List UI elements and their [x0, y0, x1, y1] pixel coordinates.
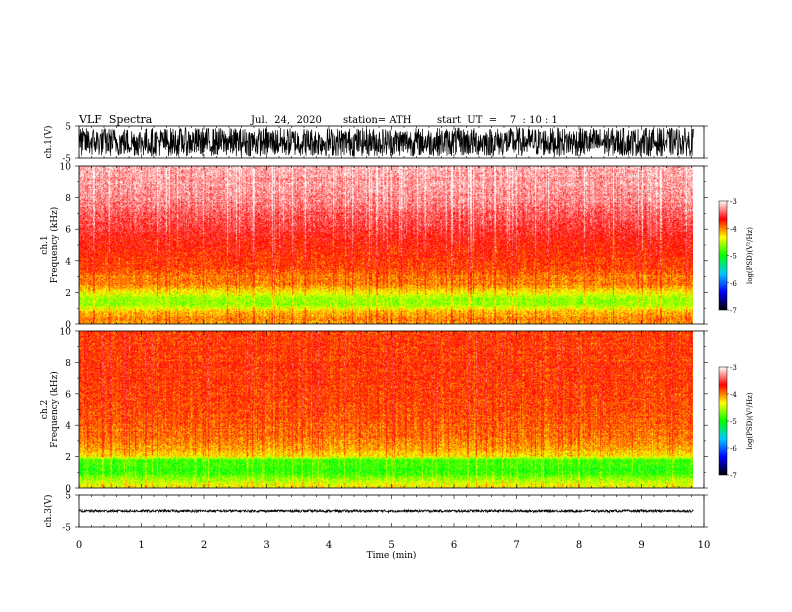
ch1-spectrogram-ylabel: ch.1	[40, 235, 50, 254]
ch2-spectrogram-ylabel: ch.2	[40, 400, 50, 419]
x-tick-label: 2	[201, 540, 207, 551]
x-tick-label: 10	[698, 540, 711, 551]
ch2-spectrogram-ylabel: Frequency (kHz)	[49, 371, 60, 448]
colorbar-tick-label: -7	[730, 472, 737, 480]
x-tick-label: 0	[76, 540, 82, 551]
ch1-spectrogram-image	[79, 166, 693, 324]
ch3-waveform-line	[78, 508, 694, 514]
colorbar-2	[718, 366, 728, 476]
x-tick-label: 7	[513, 540, 519, 551]
y-tick-label: 5	[65, 492, 71, 502]
plot-layer	[78, 126, 694, 514]
x-tick-label: 5	[388, 540, 394, 551]
colorbar-label: log(PSD)(V²/Hz)	[746, 227, 754, 284]
y-tick-label: 4	[65, 257, 71, 267]
x-tick-label: 1	[138, 540, 144, 551]
station-label: station= ATH	[343, 115, 412, 126]
y-tick-label: 0	[65, 321, 71, 331]
colorbar-tick-label: -4	[730, 225, 737, 233]
y-tick-label: 2	[65, 453, 71, 463]
y-tick-label: 6	[65, 226, 71, 236]
y-tick-label: 10	[60, 163, 72, 173]
colorbar-tick-label: -3	[730, 198, 737, 206]
x-tick-label: 9	[638, 540, 644, 551]
y-tick-label: -5	[62, 524, 71, 534]
ch1-waveform-ylabel: ch.1(V)	[43, 126, 54, 159]
y-tick-label: 8	[65, 194, 71, 204]
x-tick-label: 4	[326, 540, 332, 551]
x-tick-label: 8	[576, 540, 582, 551]
y-tick-label: -5	[62, 155, 71, 165]
ch1-waveform-line	[78, 126, 694, 157]
colorbar-tick-label: -3	[730, 364, 737, 372]
colorbar-tick-label: -4	[730, 391, 737, 399]
y-tick-label: 0	[65, 485, 71, 495]
x-tick-label: 3	[263, 540, 269, 551]
y-tick-label: 4	[65, 422, 71, 432]
colorbar-tick-label: -7	[730, 307, 737, 315]
figure-title: VLF Spectra	[79, 113, 153, 126]
colorbar-1	[718, 200, 728, 311]
date-label: Jul. 24, 2020	[251, 115, 322, 126]
y-tick-label: 10	[60, 328, 72, 338]
colorbar-tick-label: -5	[730, 418, 737, 426]
colorbar-tick-label: -5	[730, 253, 737, 261]
ch2-spectrogram-image	[79, 331, 693, 488]
y-tick-label: 6	[65, 390, 71, 400]
ch1-spectrogram-ylabel: Frequency (kHz)	[49, 207, 60, 284]
ch3-waveform-ylabel: ch.3(V)	[43, 495, 54, 528]
x-axis-label: Time (min)	[367, 550, 417, 561]
start-ut-label: start UT = 7 : 10 : 1	[437, 115, 558, 126]
y-tick-label: 2	[65, 289, 71, 299]
x-tick-label: 6	[451, 540, 457, 551]
y-tick-label: 5	[65, 123, 71, 133]
colorbar-label: log(PSD)(V²/Hz)	[746, 392, 754, 449]
y-tick-label: 8	[65, 359, 71, 369]
colorbar-tick-label: -6	[730, 445, 737, 453]
colorbar-tick-label: -6	[730, 280, 737, 288]
